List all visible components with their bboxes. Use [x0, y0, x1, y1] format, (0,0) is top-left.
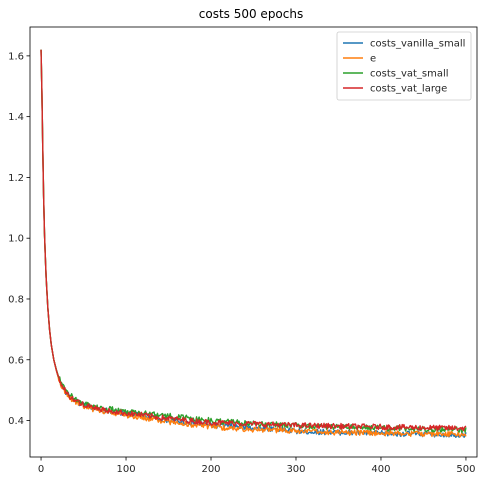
axes-frame: [29, 26, 478, 458]
y-tick-label: 1.0: [8, 234, 24, 245]
legend-label: costs_vat_large: [370, 84, 447, 95]
legend-label: costs_vat_small: [370, 69, 449, 80]
series-line-costs_vat_small: [40, 49, 467, 433]
legend-label: e: [370, 54, 376, 65]
x-tick-label: 400: [371, 464, 390, 475]
x-tick-label: 200: [201, 464, 220, 475]
y-tick-label: 0.6: [8, 355, 24, 366]
series-line-e: [40, 49, 467, 438]
axes: 0 100 200 300 400 500 0.4 0.6 0.8 1.0 1.2 1.4 1.6: [8, 26, 478, 475]
legend-label: costs_vanilla_small: [370, 39, 465, 50]
x-tick-label: 300: [286, 464, 305, 475]
y-tick-label: 0.4: [8, 416, 24, 427]
chart-title: costs 500 epochs: [199, 7, 303, 21]
y-tick-label: 1.4: [8, 112, 24, 123]
x-tick-label: 500: [456, 464, 475, 475]
y-tick-label: 0.8: [8, 294, 24, 305]
x-tick-label: 0: [38, 464, 44, 475]
series-line-costs_vat_large: [40, 49, 467, 432]
legend-box: [336, 31, 472, 101]
series-line-costs_vanilla_small: [40, 49, 467, 438]
y-tick-label: 1.6: [8, 51, 24, 62]
y-tick-label: 1.2: [8, 173, 24, 184]
plot-area: [40, 49, 467, 438]
x-tick-label: 100: [116, 464, 135, 475]
